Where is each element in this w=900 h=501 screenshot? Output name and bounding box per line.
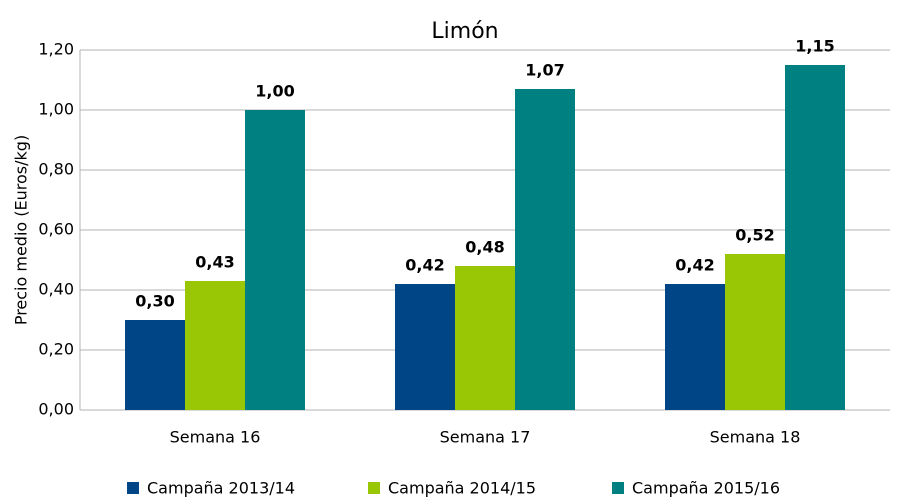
bar <box>725 254 785 410</box>
legend-swatch <box>127 482 139 494</box>
value-label: 0,42 <box>405 256 444 275</box>
value-label: 1,00 <box>255 82 294 101</box>
x-tick-label: Semana 18 <box>710 428 801 447</box>
value-label: 0,52 <box>735 226 774 245</box>
value-label: 0,30 <box>135 292 174 311</box>
chart-title: Limón <box>431 19 498 44</box>
y-tick-label: 0,20 <box>38 340 74 359</box>
y-tick-label: 1,20 <box>38 40 74 59</box>
bar <box>125 320 185 410</box>
bar <box>515 89 575 410</box>
bar <box>395 284 455 410</box>
y-axis-label: Precio medio (Euros/kg) <box>12 135 31 325</box>
bar <box>185 281 245 410</box>
x-tick-label: Semana 16 <box>170 428 261 447</box>
legend-label: Campaña 2015/16 <box>632 479 780 498</box>
y-tick-label: 0,00 <box>38 400 74 419</box>
bar <box>245 110 305 410</box>
value-label: 1,07 <box>525 61 564 80</box>
bar <box>455 266 515 410</box>
bar <box>785 65 845 410</box>
legend-label: Campaña 2013/14 <box>147 479 295 498</box>
y-tick-label: 0,40 <box>38 280 74 299</box>
y-tick-label: 0,80 <box>38 160 74 179</box>
x-tick-label: Semana 17 <box>440 428 531 447</box>
value-label: 1,15 <box>795 37 834 56</box>
value-label: 0,43 <box>195 253 234 272</box>
y-tick-label: 0,60 <box>38 220 74 239</box>
value-label: 0,48 <box>465 238 504 257</box>
value-label: 0,42 <box>675 256 714 275</box>
legend-swatch <box>612 482 624 494</box>
legend-swatch <box>368 482 380 494</box>
legend-label: Campaña 2014/15 <box>388 479 536 498</box>
y-tick-label: 1,00 <box>38 100 74 119</box>
bar <box>665 284 725 410</box>
